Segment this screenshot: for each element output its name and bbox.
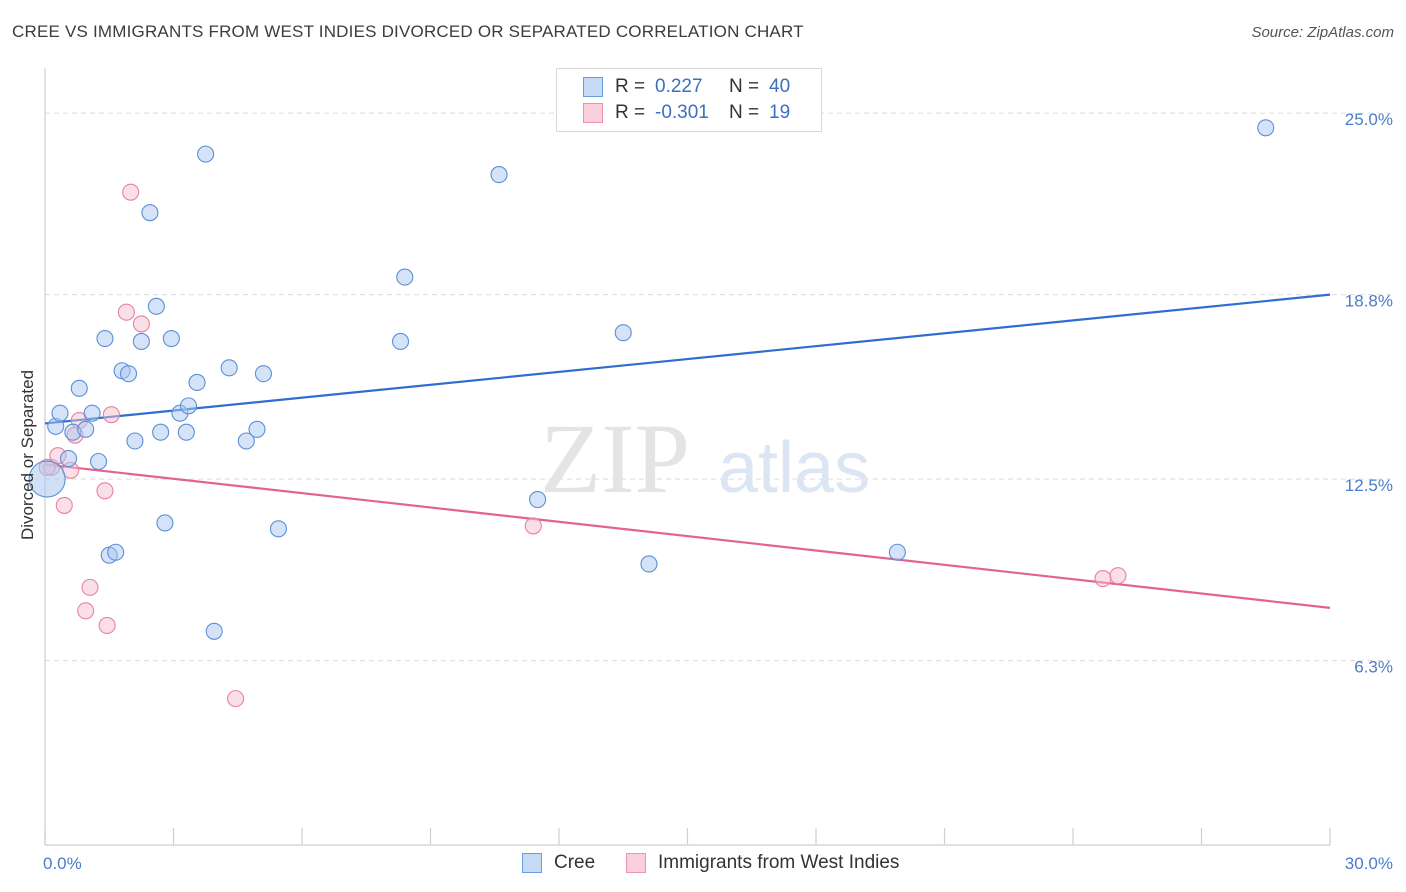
west-indies-point [98,616,116,634]
cree-point [237,432,255,450]
x-tick-labels: 0.0% 30.0% [43,854,1393,873]
cree-point [126,432,144,450]
bottom-legend-west-indies: Immigrants from West Indies [626,852,899,874]
west-indies-point [96,482,114,500]
west-indies-point [117,303,135,321]
cree-point [248,420,266,438]
west-indies-point [1109,567,1127,585]
bottom-legend-label-west-indies: Immigrants from West Indies [658,852,900,873]
cree-point [28,460,66,498]
cree-point [51,404,69,422]
grid-lines [45,112,1395,662]
cree-point [269,520,287,538]
cree-point [147,297,165,315]
legend-r-label: R = [615,102,646,123]
legend-n-label: N = [729,102,760,123]
west-indies-point [524,517,542,535]
cree-point [1257,119,1275,137]
cree-point [614,324,632,342]
west-indies-point [227,690,245,708]
legend-r-label: R = [615,76,646,97]
cree-point [119,365,138,383]
y-tick-label: 25.0% [1345,110,1393,129]
cree-point [188,373,206,392]
trend-line-cree [44,293,1331,425]
source-label: Source: ZipAtlas.com [1251,24,1394,41]
legend-n-value: 19 [769,102,791,123]
legend-n-value: 40 [769,76,791,97]
trend-line-west-indies [44,463,1331,609]
cree-point [89,452,108,471]
bottom-legend: Cree Immigrants from West Indies [0,852,1406,878]
cree-point [205,622,223,640]
legend-r-value: -0.301 [655,102,709,123]
cree-point [179,397,198,415]
data-points [28,119,1275,708]
bottom-legend-label-cree: Cree [554,852,596,873]
legend-r-value: 0.227 [655,76,703,97]
cree-point [107,543,125,561]
cree-point [162,329,180,348]
cree-point [83,404,101,422]
y-axis-label: Divorced or Separated [18,370,37,540]
legend: R = 0.227 N = 40 R = -0.301 N = 19 [556,68,822,132]
y-tick-label: 18.8% [1345,292,1393,311]
trend-lines [44,293,1331,609]
west-indies-point [122,183,140,201]
legend-swatch-west-indies [583,103,603,123]
watermark-atlas: atlas [718,428,870,508]
chart-title: CREE VS IMMIGRANTS FROM WEST INDIES DIVO… [12,22,804,41]
y-tick-label: 6.3% [1354,658,1393,677]
cree-point [60,450,78,468]
cree-point [391,332,410,351]
cree-point [132,332,150,351]
west-indies-point [132,315,150,333]
cree-point [396,268,414,286]
legend-row-cree: R = 0.227 N = 40 [583,74,797,100]
cree-point [70,379,88,397]
west-indies-point [55,496,73,514]
cree-point [96,329,114,348]
legend-row-west-indies: R = -0.301 N = 19 [583,100,797,126]
x-tick-label: 0.0% [43,854,82,873]
watermark-zip: ZIP [540,403,690,514]
cree-point [529,491,547,509]
bottom-legend-swatch-west-indies [626,853,646,873]
west-indies-point [77,602,95,620]
cree-point [152,423,170,441]
y-tick-label: 12.5% [1345,476,1393,495]
axes [44,68,1331,846]
west-indies-point [102,406,120,424]
x-tick-label: 30.0% [1345,854,1393,873]
bottom-legend-cree: Cree [522,852,595,874]
cree-point [640,555,658,573]
bottom-legend-swatch-cree [522,853,542,873]
cree-point [254,365,273,383]
cree-point [490,166,508,184]
legend-swatch-cree [583,77,603,97]
west-indies-point [81,578,99,596]
cree-point [141,204,159,222]
cree-point [156,514,174,532]
cree-point [888,543,906,561]
legend-n-label: N = [729,76,760,97]
cree-point [177,423,195,441]
cree-point [220,359,238,377]
cree-point [197,145,215,163]
west-indies-point [1094,570,1112,588]
y-tick-labels: 6.3% 12.5% 18.8% 25.0% [1345,110,1393,676]
cree-point [77,420,95,438]
